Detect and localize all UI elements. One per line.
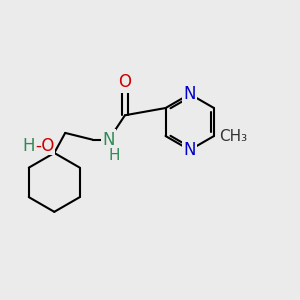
- Text: N: N: [184, 85, 196, 103]
- Text: N: N: [103, 131, 115, 149]
- Text: H: H: [108, 148, 120, 163]
- Text: N: N: [184, 141, 196, 159]
- Text: H: H: [22, 136, 34, 154]
- Text: O: O: [118, 73, 131, 91]
- Text: -O: -O: [35, 136, 55, 154]
- Text: CH₃: CH₃: [219, 128, 247, 143]
